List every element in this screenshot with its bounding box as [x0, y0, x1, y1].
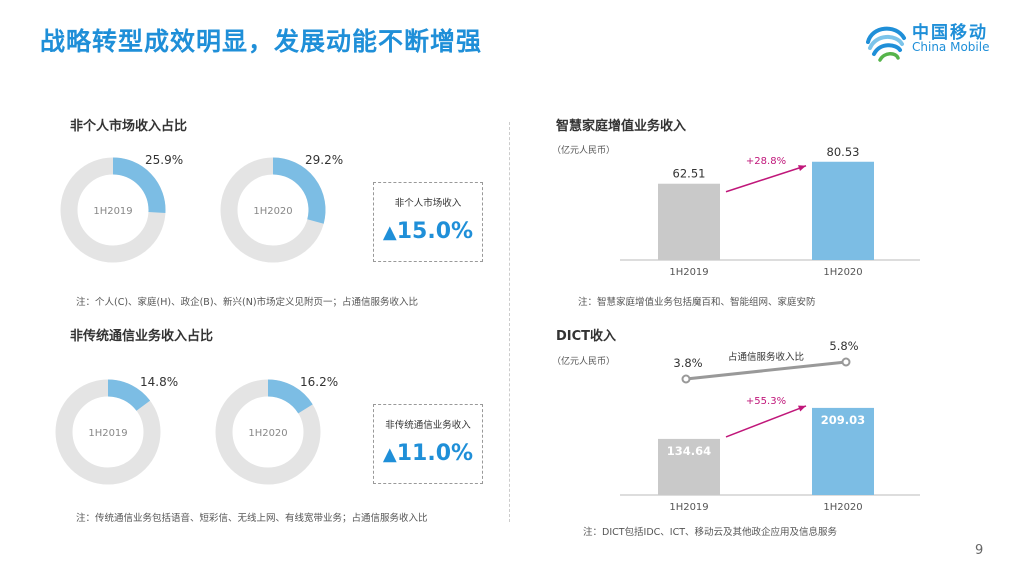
bar — [658, 438, 720, 495]
x-tick-label: 1H2019 — [669, 502, 708, 513]
growth-arrow-head — [798, 165, 806, 171]
bar-value-label: 209.03 — [821, 413, 865, 427]
non-traditional-donuts: 1H2019 14.8% 1H2020 16.2% — [55, 375, 338, 485]
bar — [812, 161, 874, 260]
donut-category-label: 1H2019 — [88, 428, 127, 439]
share-value-label: 3.8% — [673, 356, 702, 370]
donut-value-label: 14.8% — [140, 375, 178, 389]
donut-category-label: 1H2020 — [253, 206, 292, 217]
donut-slice — [112, 157, 166, 213]
share-series-label: 占通信服务收入比 — [728, 351, 804, 363]
non-personal-growth-box: 非个人市场收入 ▲15.0% — [373, 182, 483, 262]
dict-title: DICT收入 — [556, 329, 617, 344]
growth-arrow — [725, 405, 807, 438]
share-point — [841, 357, 851, 367]
non-traditional-note: 注：传统通信业务包括语音、短彩信、无线上网、有线宽带业务；占通信服务收入比 — [76, 513, 428, 524]
growth-label: +28.8% — [746, 156, 786, 167]
logo-text-en: China Mobile — [912, 40, 990, 54]
up-triangle-icon: ▲ — [382, 222, 397, 243]
growth-label: 非个人市场收入 — [394, 198, 462, 209]
non-traditional-title: 非传统通信业务收入占比 — [70, 329, 214, 344]
bar — [812, 407, 874, 495]
x-tick-label: 1H2019 — [669, 267, 708, 278]
growth-value: ▲11.0% — [382, 441, 474, 466]
donut-slice — [267, 379, 313, 414]
donut-slice — [272, 157, 326, 224]
donut-category-label: 1H2020 — [248, 428, 287, 439]
logo-text-cn: 中国移动 — [912, 23, 988, 43]
smart-home-note: 注：智慧家庭增值业务包括魔百和、智能组网、家庭安防 — [578, 297, 816, 308]
share-point — [681, 374, 691, 384]
non-personal-note: 注：个人(C)、家庭(H)、政企(B)、新兴(N)市场定义见附页一；占通信服务收… — [76, 297, 419, 308]
donut-value-label: 16.2% — [300, 375, 338, 389]
smart-home-title: 智慧家庭增值业务收入 — [556, 119, 687, 134]
growth-arrow — [725, 165, 807, 193]
dict-unit: （亿元人民币） — [552, 357, 616, 367]
growth-label: 非传统通信业务收入 — [385, 420, 471, 431]
china-mobile-logo-icon — [866, 26, 906, 62]
bar-value-label: 62.51 — [673, 167, 706, 181]
page-number: 9 — [975, 543, 984, 558]
up-triangle-icon: ▲ — [382, 444, 397, 465]
bar — [658, 183, 720, 260]
smart-home-chart: 62.51 1H2019 80.53 1H2020 +28.8% — [620, 145, 920, 278]
donut-value-label: 25.9% — [145, 153, 183, 167]
panel-divider — [509, 122, 510, 522]
non-personal-donuts: 1H2019 25.9% 1H2020 29.2% — [60, 153, 343, 263]
bar-value-label: 134.64 — [667, 444, 711, 458]
x-tick-label: 1H2020 — [823, 267, 862, 278]
dict-note: 注：DICT包括IDC、ICT、移动云及其他政企应用及信息服务 — [583, 527, 838, 538]
page-title: 战略转型成效明显，发展动能不断增强 — [40, 27, 483, 56]
share-value-label: 5.8% — [829, 339, 858, 353]
growth-label: +55.3% — [746, 396, 786, 407]
share-line — [685, 360, 847, 381]
bar-value-label: 80.53 — [827, 145, 860, 159]
growth-value: ▲15.0% — [382, 219, 474, 244]
non-traditional-growth-box: 非传统通信业务收入 ▲11.0% — [373, 404, 483, 484]
growth-arrow-head — [798, 405, 806, 412]
donut-category-label: 1H2019 — [93, 206, 132, 217]
donut-slice — [107, 379, 151, 412]
smart-home-unit: （亿元人民币） — [552, 146, 616, 156]
non-personal-title: 非个人市场收入占比 — [70, 119, 188, 134]
donut-value-label: 29.2% — [305, 153, 343, 167]
x-tick-label: 1H2020 — [823, 502, 862, 513]
dict-chart: 134.64 1H2019 209.03 1H2020 +55.3% 3.8% 5.8% 占通… — [620, 339, 920, 513]
